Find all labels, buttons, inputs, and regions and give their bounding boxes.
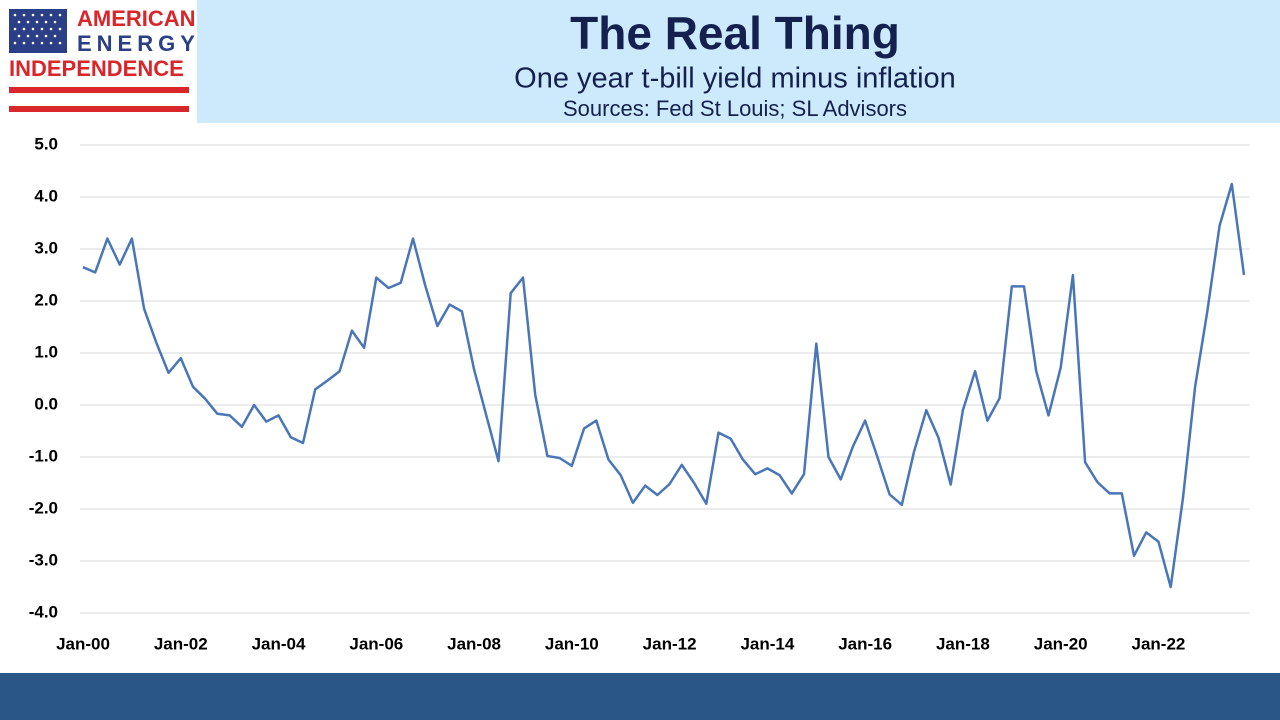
chart-title: The Real Thing: [570, 7, 900, 59]
x-tick-label: Jan-08: [447, 634, 501, 653]
chart-subtitle: One year t-bill yield minus inflation: [514, 63, 956, 95]
x-tick-label: Jan-18: [936, 634, 990, 653]
x-tick-label: Jan-20: [1034, 634, 1088, 653]
logo-text: INDEPENDENCE: [9, 56, 184, 81]
x-tick-label: Jan-06: [349, 634, 403, 653]
y-tick-label: -3.0: [29, 550, 58, 569]
y-tick-label: -2.0: [29, 498, 58, 517]
y-tick-label: 4.0: [34, 186, 58, 205]
x-tick-label: Jan-22: [1132, 634, 1186, 653]
y-tick-label: 5.0: [34, 134, 58, 153]
flag-canton: [9, 9, 67, 53]
logo-stripe: [9, 106, 189, 112]
y-tick-label: 2.0: [34, 290, 58, 309]
y-tick-label: -4.0: [29, 602, 58, 621]
series-line: [82, 182, 1246, 589]
logo: AMERICAN ENERGY INDEPENDENCE: [9, 6, 200, 112]
x-tick-label: Jan-04: [252, 634, 306, 653]
x-tick-label: Jan-02: [154, 634, 208, 653]
y-tick-label: 1.0: [34, 342, 58, 361]
logo-stripe: [9, 87, 189, 93]
logo-text: ENERGY: [77, 31, 200, 56]
x-tick-label: Jan-12: [643, 634, 697, 653]
footer-band: [0, 673, 1280, 720]
x-tick-label: Jan-10: [545, 634, 599, 653]
y-tick-label: -1.0: [29, 446, 58, 465]
header-band: [197, 0, 1280, 123]
flag-stars: [13, 13, 62, 45]
chart-source: Sources: Fed St Louis; SL Advisors: [563, 96, 907, 121]
y-tick-label: 3.0: [34, 238, 58, 257]
logo-text: AMERICAN: [77, 6, 196, 31]
y-tick-label: 0.0: [34, 394, 58, 413]
x-tick-label: Jan-14: [740, 634, 794, 653]
x-tick-label: Jan-00: [56, 634, 110, 653]
x-tick-label: Jan-16: [838, 634, 892, 653]
